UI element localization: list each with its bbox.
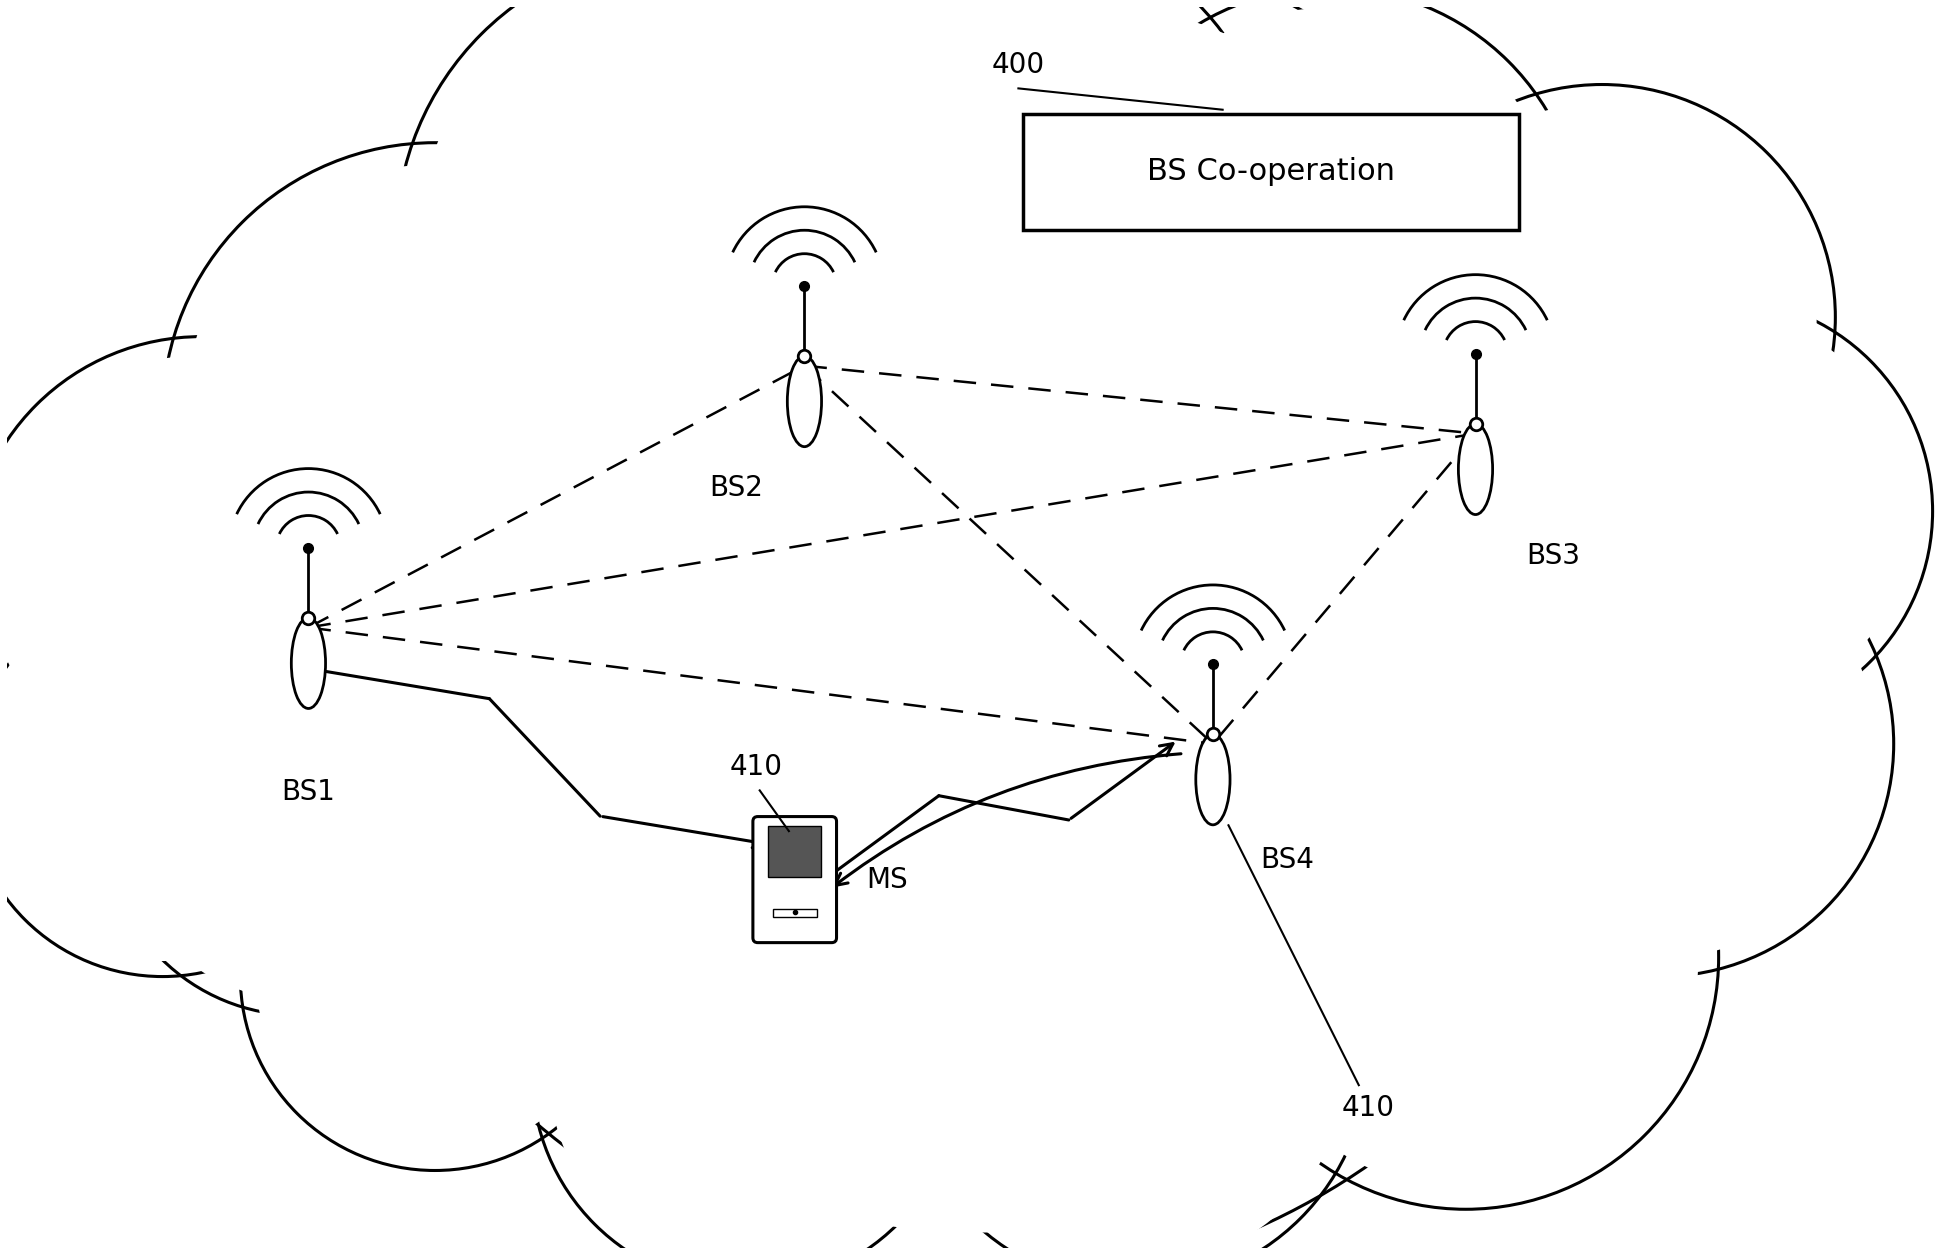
Circle shape [257,798,613,1155]
Circle shape [0,604,341,961]
Ellipse shape [292,617,325,709]
Circle shape [0,355,415,783]
Circle shape [241,783,629,1171]
Circle shape [766,0,1271,433]
Circle shape [119,643,478,1000]
Circle shape [1232,725,1698,1188]
Bar [768,826,821,877]
Circle shape [1387,103,1816,531]
Ellipse shape [1195,734,1230,825]
Circle shape [549,877,942,1255]
Text: 410: 410 [729,753,782,781]
Circle shape [419,0,956,507]
Circle shape [1505,297,1934,724]
Circle shape [104,628,494,1015]
Circle shape [1077,0,1583,492]
Circle shape [0,589,357,976]
Circle shape [1097,8,1561,472]
Circle shape [0,336,435,802]
Text: BS4: BS4 [1260,846,1314,875]
Circle shape [1426,511,1894,976]
Circle shape [921,840,1350,1255]
Circle shape [163,143,707,685]
Text: 400: 400 [991,51,1044,79]
Text: BS1: BS1 [282,778,335,806]
Text: 410: 410 [1342,1094,1395,1122]
Circle shape [353,0,1606,1232]
Circle shape [1522,315,1916,708]
FancyBboxPatch shape [1023,114,1520,230]
Text: MS: MS [866,866,909,894]
Text: BS3: BS3 [1526,542,1581,570]
Circle shape [901,822,1369,1255]
Circle shape [298,0,1661,1255]
FancyBboxPatch shape [752,817,836,943]
Text: BS2: BS2 [709,474,764,502]
Circle shape [1213,705,1718,1210]
Ellipse shape [1457,424,1493,515]
Bar [772,909,817,917]
Circle shape [1369,84,1836,550]
Circle shape [533,860,960,1255]
Circle shape [396,0,980,531]
Text: BS Co-operation: BS Co-operation [1148,157,1395,186]
Circle shape [184,164,686,664]
Circle shape [1446,530,1875,958]
Circle shape [786,0,1252,413]
Ellipse shape [788,356,821,447]
